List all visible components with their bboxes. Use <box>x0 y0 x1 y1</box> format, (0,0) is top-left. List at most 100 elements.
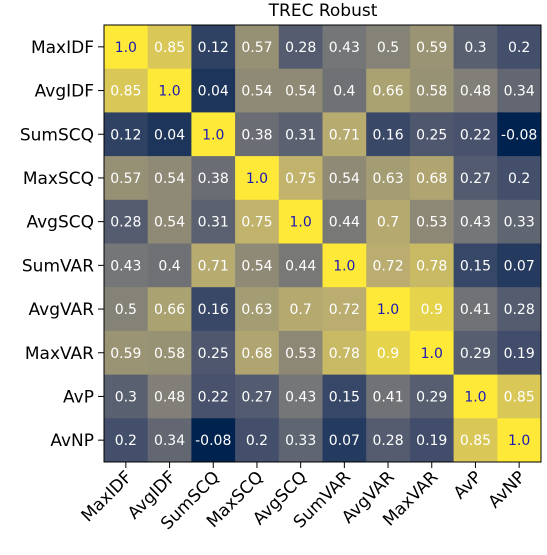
heatmap-cell <box>104 156 149 201</box>
heatmap-cell <box>497 156 542 201</box>
cell-value-label: 0.54 <box>285 84 316 100</box>
heatmap-cell <box>104 374 149 419</box>
heatmap-cell <box>497 25 542 70</box>
cell-value-label: 0.19 <box>504 346 535 362</box>
cell-value-label: 0.85 <box>154 40 185 56</box>
heatmap-cell <box>497 68 542 113</box>
heatmap-cell <box>278 156 323 201</box>
cell-value-label: 1.0 <box>246 171 268 187</box>
heatmap-cell <box>322 418 367 463</box>
heatmap-cell <box>322 68 367 113</box>
cell-value-label: 0.72 <box>329 302 360 318</box>
cell-value-label: 0.25 <box>198 346 229 362</box>
cell-value-label: 1.0 <box>508 433 530 449</box>
heatmap-cell <box>147 199 192 244</box>
x-axis: MaxIDFAvgIDFSumSCQMaxSCQAvgSCQSumVARAvgV… <box>78 462 530 534</box>
cell-value-label: 0.22 <box>198 389 229 405</box>
heatmap-cell <box>497 243 542 288</box>
heatmap-cells <box>104 25 542 463</box>
heatmap-cell <box>453 243 498 288</box>
cell-value-label: 0.66 <box>372 84 403 100</box>
cell-value-label: 0.85 <box>110 84 141 100</box>
heatmap-cell <box>191 199 236 244</box>
heatmap-cell <box>366 374 411 419</box>
heatmap-cell <box>366 287 411 332</box>
cell-value-label: 0.58 <box>154 346 185 362</box>
heatmap-cell <box>191 287 236 332</box>
heatmap-cell <box>104 68 149 113</box>
heatmap-cell <box>104 112 149 157</box>
heatmap-cell <box>278 287 323 332</box>
heatmap-cell <box>278 199 323 244</box>
heatmap-cell <box>147 25 192 70</box>
cell-value-label: 1.0 <box>158 84 180 100</box>
heatmap-cell <box>322 287 367 332</box>
heatmap-cell <box>453 68 498 113</box>
cell-value-label: 0.29 <box>460 346 491 362</box>
cell-value-label: 0.63 <box>241 302 272 318</box>
heatmap-cell <box>235 156 280 201</box>
cell-value-label: 0.9 <box>377 346 399 362</box>
heatmap-cell <box>147 112 192 157</box>
heatmap-cell <box>104 287 149 332</box>
cell-value-label: 0.28 <box>504 302 535 318</box>
cell-value-label: 0.34 <box>504 84 535 100</box>
cell-value-label: 1.0 <box>202 127 224 143</box>
heatmap-cell <box>147 418 192 463</box>
heatmap-cell <box>366 418 411 463</box>
y-tick-label: AvP <box>63 387 94 407</box>
cell-value-label: 0.4 <box>158 258 180 274</box>
heatmap-cell <box>104 330 149 376</box>
cell-value-label: 0.38 <box>198 171 229 187</box>
cell-value-label: 0.25 <box>416 127 447 143</box>
heatmap-cell <box>409 25 455 70</box>
cell-value-label: 0.68 <box>416 171 447 187</box>
cell-value-label: 0.71 <box>329 127 360 143</box>
cell-value-label: 0.2 <box>508 171 530 187</box>
cell-value-label: 0.66 <box>154 302 185 318</box>
cell-value-label: 0.54 <box>241 258 272 274</box>
cell-value-label: -0.08 <box>195 433 231 449</box>
heatmap-cell <box>191 243 236 288</box>
cell-value-label: 0.59 <box>416 40 447 56</box>
cell-value-label: 0.75 <box>285 171 316 187</box>
heatmap-cell <box>497 199 542 244</box>
cell-value-label: 0.43 <box>460 215 491 231</box>
x-tick-label: AvP <box>450 467 486 503</box>
heatmap-cell <box>191 330 236 376</box>
heatmap-cell <box>322 156 367 201</box>
heatmap-cell <box>322 330 367 376</box>
heatmap-cell <box>497 330 542 376</box>
heatmap-cell <box>453 156 498 201</box>
cell-value-label: 0.68 <box>241 346 272 362</box>
heatmap-cell <box>235 287 280 332</box>
y-tick-label: MaxVAR <box>25 344 94 364</box>
x-tick-label: AvNP <box>485 467 530 512</box>
heatmap-cell <box>409 156 455 201</box>
heatmap-cell <box>409 287 455 332</box>
y-tick-label: AvNP <box>50 431 94 451</box>
cell-value-label: 0.19 <box>416 433 447 449</box>
heatmap-cell <box>453 287 498 332</box>
cell-value-label: 0.57 <box>110 171 141 187</box>
heatmap-cell <box>453 112 498 157</box>
cell-value-label: 0.43 <box>285 389 316 405</box>
heatmap-cell <box>147 243 192 288</box>
cell-value-label: 0.29 <box>416 389 447 405</box>
heatmap-cell <box>453 418 498 463</box>
heatmap-cell <box>366 330 411 376</box>
heatmap-cell <box>409 330 455 376</box>
cell-value-label: 0.27 <box>460 171 491 187</box>
heatmap-cell <box>366 68 411 113</box>
cell-value-label: 0.78 <box>416 258 447 274</box>
cell-value-label: 0.54 <box>241 84 272 100</box>
heatmap-cell <box>366 199 411 244</box>
cell-value-label: 1.0 <box>115 40 137 56</box>
heatmap-cell <box>409 374 455 419</box>
cell-value-label: 0.2 <box>115 433 137 449</box>
heatmap-cell <box>322 374 367 419</box>
cell-value-label: 0.16 <box>198 302 229 318</box>
cell-value-label: 0.33 <box>285 433 316 449</box>
heatmap-cell <box>366 243 411 288</box>
cell-value-label: 0.34 <box>154 433 185 449</box>
